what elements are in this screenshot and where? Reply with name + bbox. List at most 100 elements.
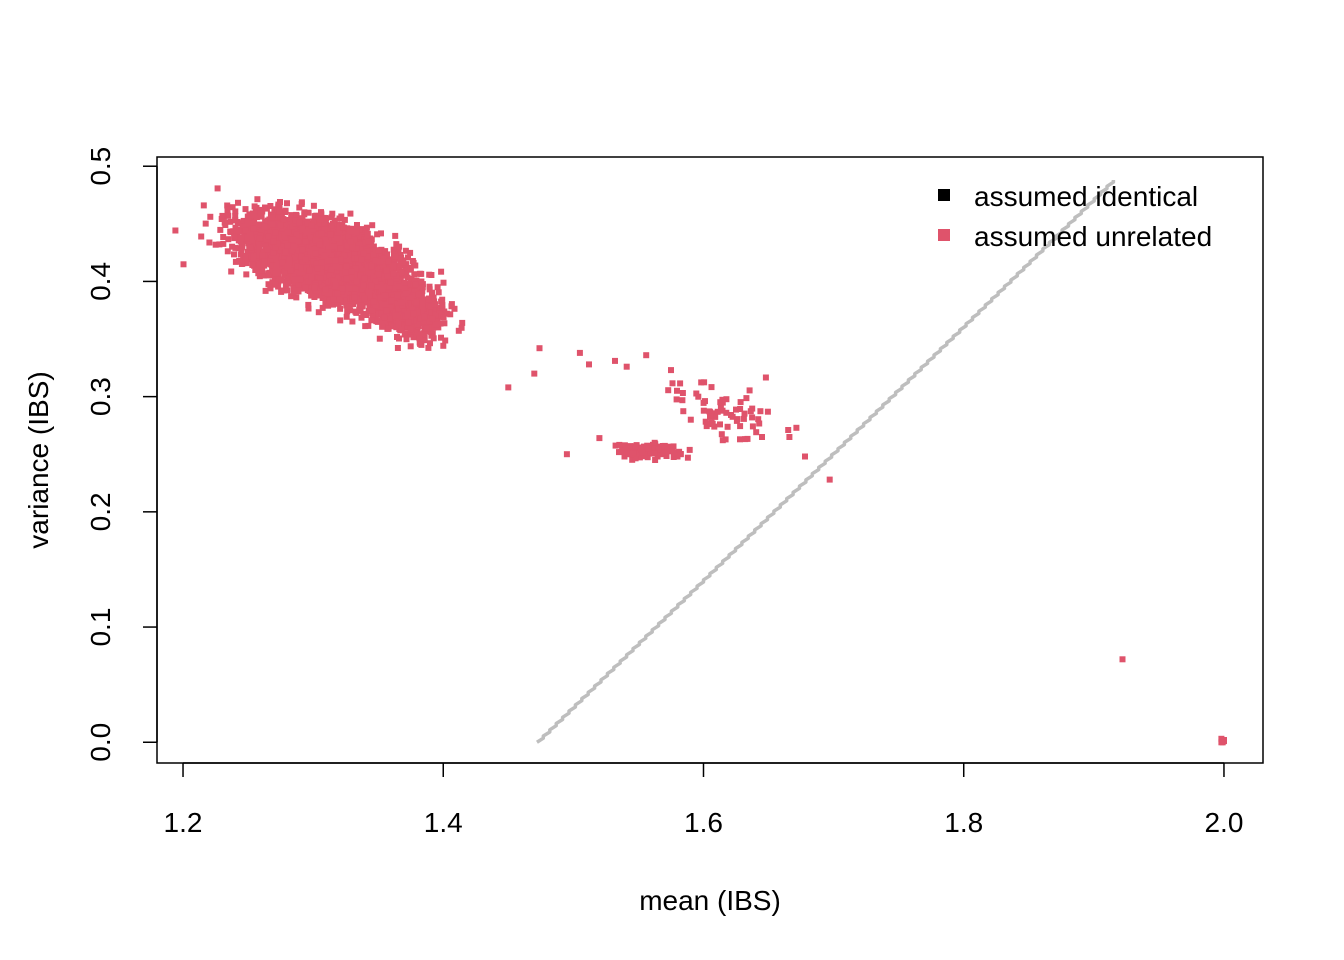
data-point (295, 287, 302, 294)
data-point (270, 238, 277, 245)
data-point (305, 301, 312, 308)
data-point (274, 269, 280, 275)
data-point (353, 298, 360, 305)
data-point (375, 277, 382, 284)
data-point (269, 221, 276, 228)
data-point (272, 274, 279, 281)
data-point (337, 245, 344, 252)
data-point (325, 302, 332, 309)
data-point (324, 249, 331, 256)
data-point (244, 213, 251, 220)
data-point (359, 268, 366, 274)
data-point (284, 200, 290, 207)
data-point (282, 207, 289, 214)
data-point (288, 293, 295, 300)
data-point (232, 225, 239, 231)
data-point (255, 240, 262, 247)
data-point (250, 243, 257, 250)
data-point (364, 230, 371, 237)
data-point (321, 252, 328, 259)
data-point (212, 241, 219, 248)
data-point (438, 334, 444, 341)
data-point (217, 226, 224, 233)
data-point (272, 281, 279, 288)
data-point (353, 226, 360, 233)
data-point (365, 238, 372, 245)
data-point (343, 263, 350, 270)
data-point (216, 241, 223, 248)
data-point (232, 258, 239, 265)
data-point (348, 228, 355, 235)
data-point (267, 229, 274, 236)
data-point (268, 217, 275, 224)
data-point (336, 264, 343, 271)
data-point (328, 266, 335, 273)
data-point (256, 249, 263, 255)
data-point (334, 223, 341, 229)
data-point (405, 254, 411, 261)
data-point (312, 237, 319, 244)
data-point (302, 273, 309, 280)
data-point (363, 224, 370, 231)
data-point (307, 240, 314, 247)
data-point (332, 257, 339, 264)
data-point (306, 267, 313, 274)
data-point (225, 212, 232, 219)
data-point (281, 255, 288, 262)
data-point (307, 234, 314, 241)
data-point (352, 308, 359, 315)
data-point (235, 245, 242, 252)
data-point (259, 267, 266, 274)
data-point (291, 228, 298, 235)
data-point (384, 251, 391, 258)
data-point (315, 231, 322, 238)
data-point (278, 243, 285, 250)
data-point (360, 282, 367, 289)
data-point (308, 253, 315, 260)
data-point (426, 286, 433, 293)
data-point (294, 250, 301, 257)
data-point (265, 281, 272, 288)
data-point (280, 216, 287, 223)
data-point (271, 209, 278, 215)
data-point (310, 228, 317, 235)
data-point (263, 205, 270, 212)
data-point (243, 271, 250, 278)
data-point (325, 245, 332, 252)
data-point (256, 244, 263, 250)
data-point (321, 220, 328, 227)
data-point (218, 216, 225, 222)
data-point (277, 222, 284, 229)
data-point (337, 292, 344, 299)
data-point (321, 233, 328, 240)
data-point (459, 319, 466, 326)
data-point (357, 272, 364, 279)
data-point (435, 289, 442, 296)
data-point (256, 261, 263, 268)
data-point (342, 269, 349, 276)
data-point (272, 256, 278, 263)
data-point (358, 256, 365, 263)
data-point (317, 220, 324, 227)
data-point (356, 306, 363, 313)
data-point (277, 213, 284, 220)
data-point (376, 265, 383, 272)
data-point (380, 255, 387, 262)
data-point (306, 282, 312, 289)
data-point (356, 242, 363, 248)
data-point (438, 268, 445, 275)
data-point (390, 263, 397, 269)
data-point (352, 286, 359, 293)
data-point (293, 217, 299, 224)
data-point (245, 248, 251, 255)
data-point (234, 232, 241, 239)
data-point (369, 222, 376, 229)
data-point (338, 213, 345, 220)
data-point (299, 215, 306, 222)
data-point (412, 262, 419, 269)
data-point (254, 196, 261, 203)
data-point (349, 244, 356, 250)
data-point (295, 282, 302, 289)
data-point (350, 301, 356, 307)
data-point (279, 226, 286, 233)
